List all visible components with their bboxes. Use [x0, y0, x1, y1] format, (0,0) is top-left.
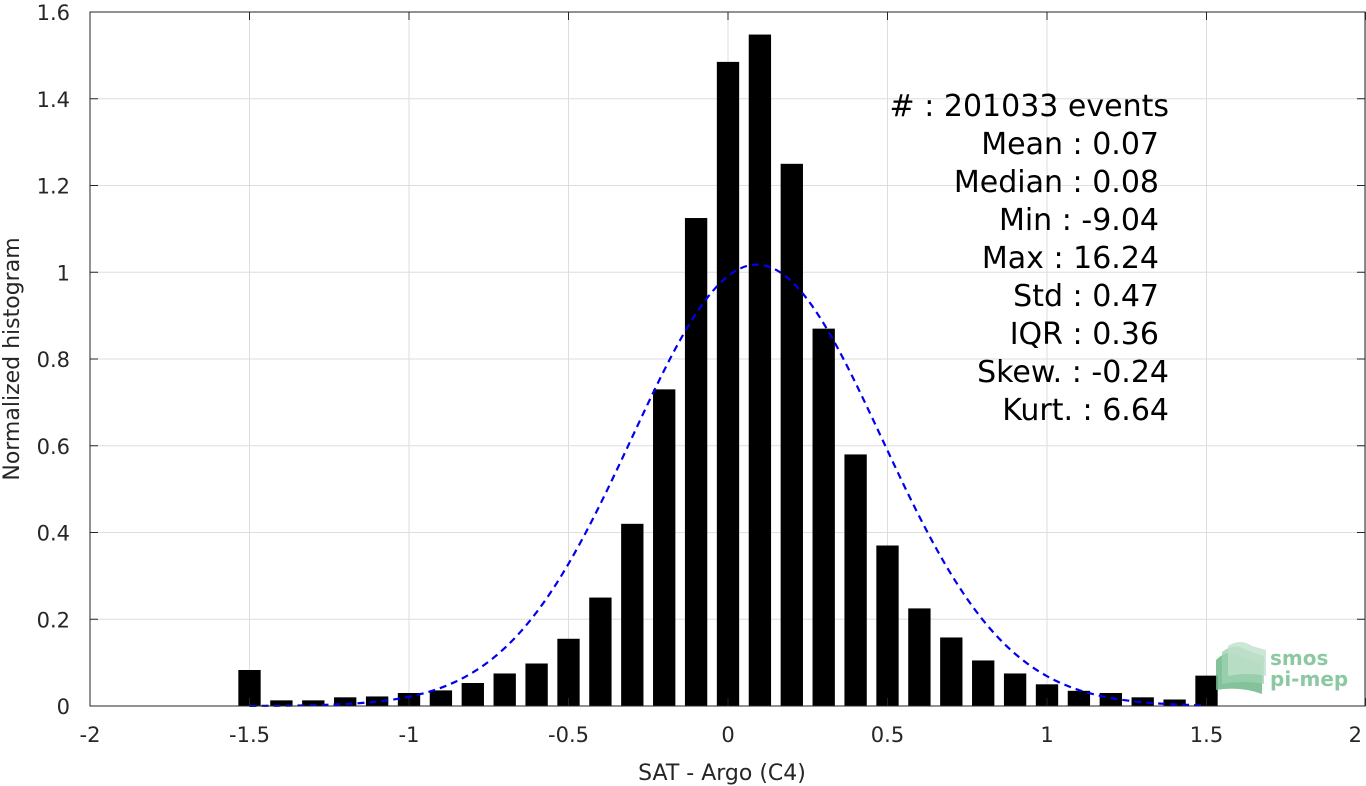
histogram-bar — [429, 690, 453, 706]
histogram-bar — [653, 389, 676, 706]
x-tick-label: 2 — [1349, 723, 1362, 747]
y-tick-label: 0.4 — [37, 522, 70, 546]
y-tick-label: 0.8 — [37, 348, 70, 372]
x-tick-label: -2 — [80, 723, 101, 747]
histogram-bars — [238, 34, 1218, 707]
stat-iqr: IQR : 0.36 — [1010, 317, 1159, 352]
logo-text-smos: smos — [1270, 646, 1328, 670]
histogram-bar — [302, 700, 325, 706]
histogram-bar — [748, 34, 772, 707]
histogram-bar — [589, 597, 612, 706]
y-tick-label: 1.2 — [37, 175, 70, 199]
stat-std: Std : 0.47 — [1013, 279, 1159, 314]
x-tick-label: -1.5 — [229, 723, 270, 747]
x-tick-label: 1.5 — [1190, 723, 1223, 747]
stat-min: Min : -9.04 — [999, 203, 1159, 238]
logo-wave-icon — [1216, 642, 1266, 694]
stat-events: # : 201033 events — [890, 89, 1169, 124]
histogram-bar — [940, 637, 963, 706]
histogram-bar — [780, 163, 803, 706]
histogram-bar — [1163, 699, 1186, 706]
y-tick-label: 1.4 — [37, 88, 70, 112]
stat-skew: Skew. : -0.24 — [977, 355, 1169, 390]
normal-fit-curve — [249, 263, 1207, 707]
y-tick-label: 1 — [57, 261, 70, 285]
x-tick-labels: -2 -1.5 -1 -0.5 0 0.5 1 1.5 2 — [80, 723, 1362, 747]
histogram-bar — [812, 328, 835, 706]
histogram-bar — [525, 663, 548, 706]
y-tick-label: 0.2 — [37, 608, 70, 632]
histogram-bar — [876, 545, 899, 706]
histogram-bar — [493, 673, 516, 706]
histogram-bar — [1195, 675, 1218, 706]
histogram-bar — [238, 669, 261, 706]
stat-median: Median : 0.08 — [954, 165, 1159, 200]
histogram-bar — [1099, 692, 1122, 706]
statistics-annotation: # : 201033 events Mean : 0.07 Median : 0… — [890, 89, 1169, 428]
histogram-bar — [334, 697, 357, 706]
histogram-bar — [461, 683, 484, 706]
stat-max: Max : 16.24 — [982, 241, 1159, 276]
x-tick-label: 0.5 — [871, 723, 904, 747]
histogram-bar — [557, 638, 580, 706]
y-tick-label: 0 — [57, 695, 70, 719]
x-axis-label: SAT - Argo (C4) — [638, 761, 806, 786]
histogram-bar — [1067, 690, 1091, 706]
logo-text-pi-mep: pi-mep — [1270, 667, 1348, 691]
x-tick-label: 1 — [1040, 723, 1053, 747]
y-tick-labels: 0 0.2 0.4 0.6 0.8 1 1.2 1.4 1.6 — [37, 1, 70, 719]
histogram-bar — [1131, 697, 1154, 706]
histogram-bar — [1035, 684, 1059, 706]
x-tick-label: -1 — [399, 723, 420, 747]
histogram-bar — [684, 218, 708, 706]
histogram-bar — [621, 523, 644, 706]
stat-kurt: Kurt. : 6.64 — [1002, 393, 1169, 428]
histogram-bar — [972, 660, 995, 706]
x-tick-label: 0 — [721, 723, 734, 747]
y-tick-label: 1.6 — [37, 1, 70, 25]
histogram-bar — [270, 700, 293, 706]
x-tick-label: -0.5 — [548, 723, 589, 747]
axis-ticks — [89, 11, 1366, 707]
histogram-bar — [365, 696, 389, 706]
histogram-bar — [716, 61, 740, 707]
smos-pi-mep-logo: smos pi-mep — [1216, 642, 1348, 694]
histogram-bar — [908, 608, 931, 706]
stat-mean: Mean : 0.07 — [981, 127, 1159, 162]
histogram-bar — [1003, 673, 1027, 706]
y-tick-label: 0.6 — [37, 435, 70, 459]
y-axis-label: Normalized histogram — [0, 237, 25, 480]
histogram-bar — [844, 454, 867, 706]
